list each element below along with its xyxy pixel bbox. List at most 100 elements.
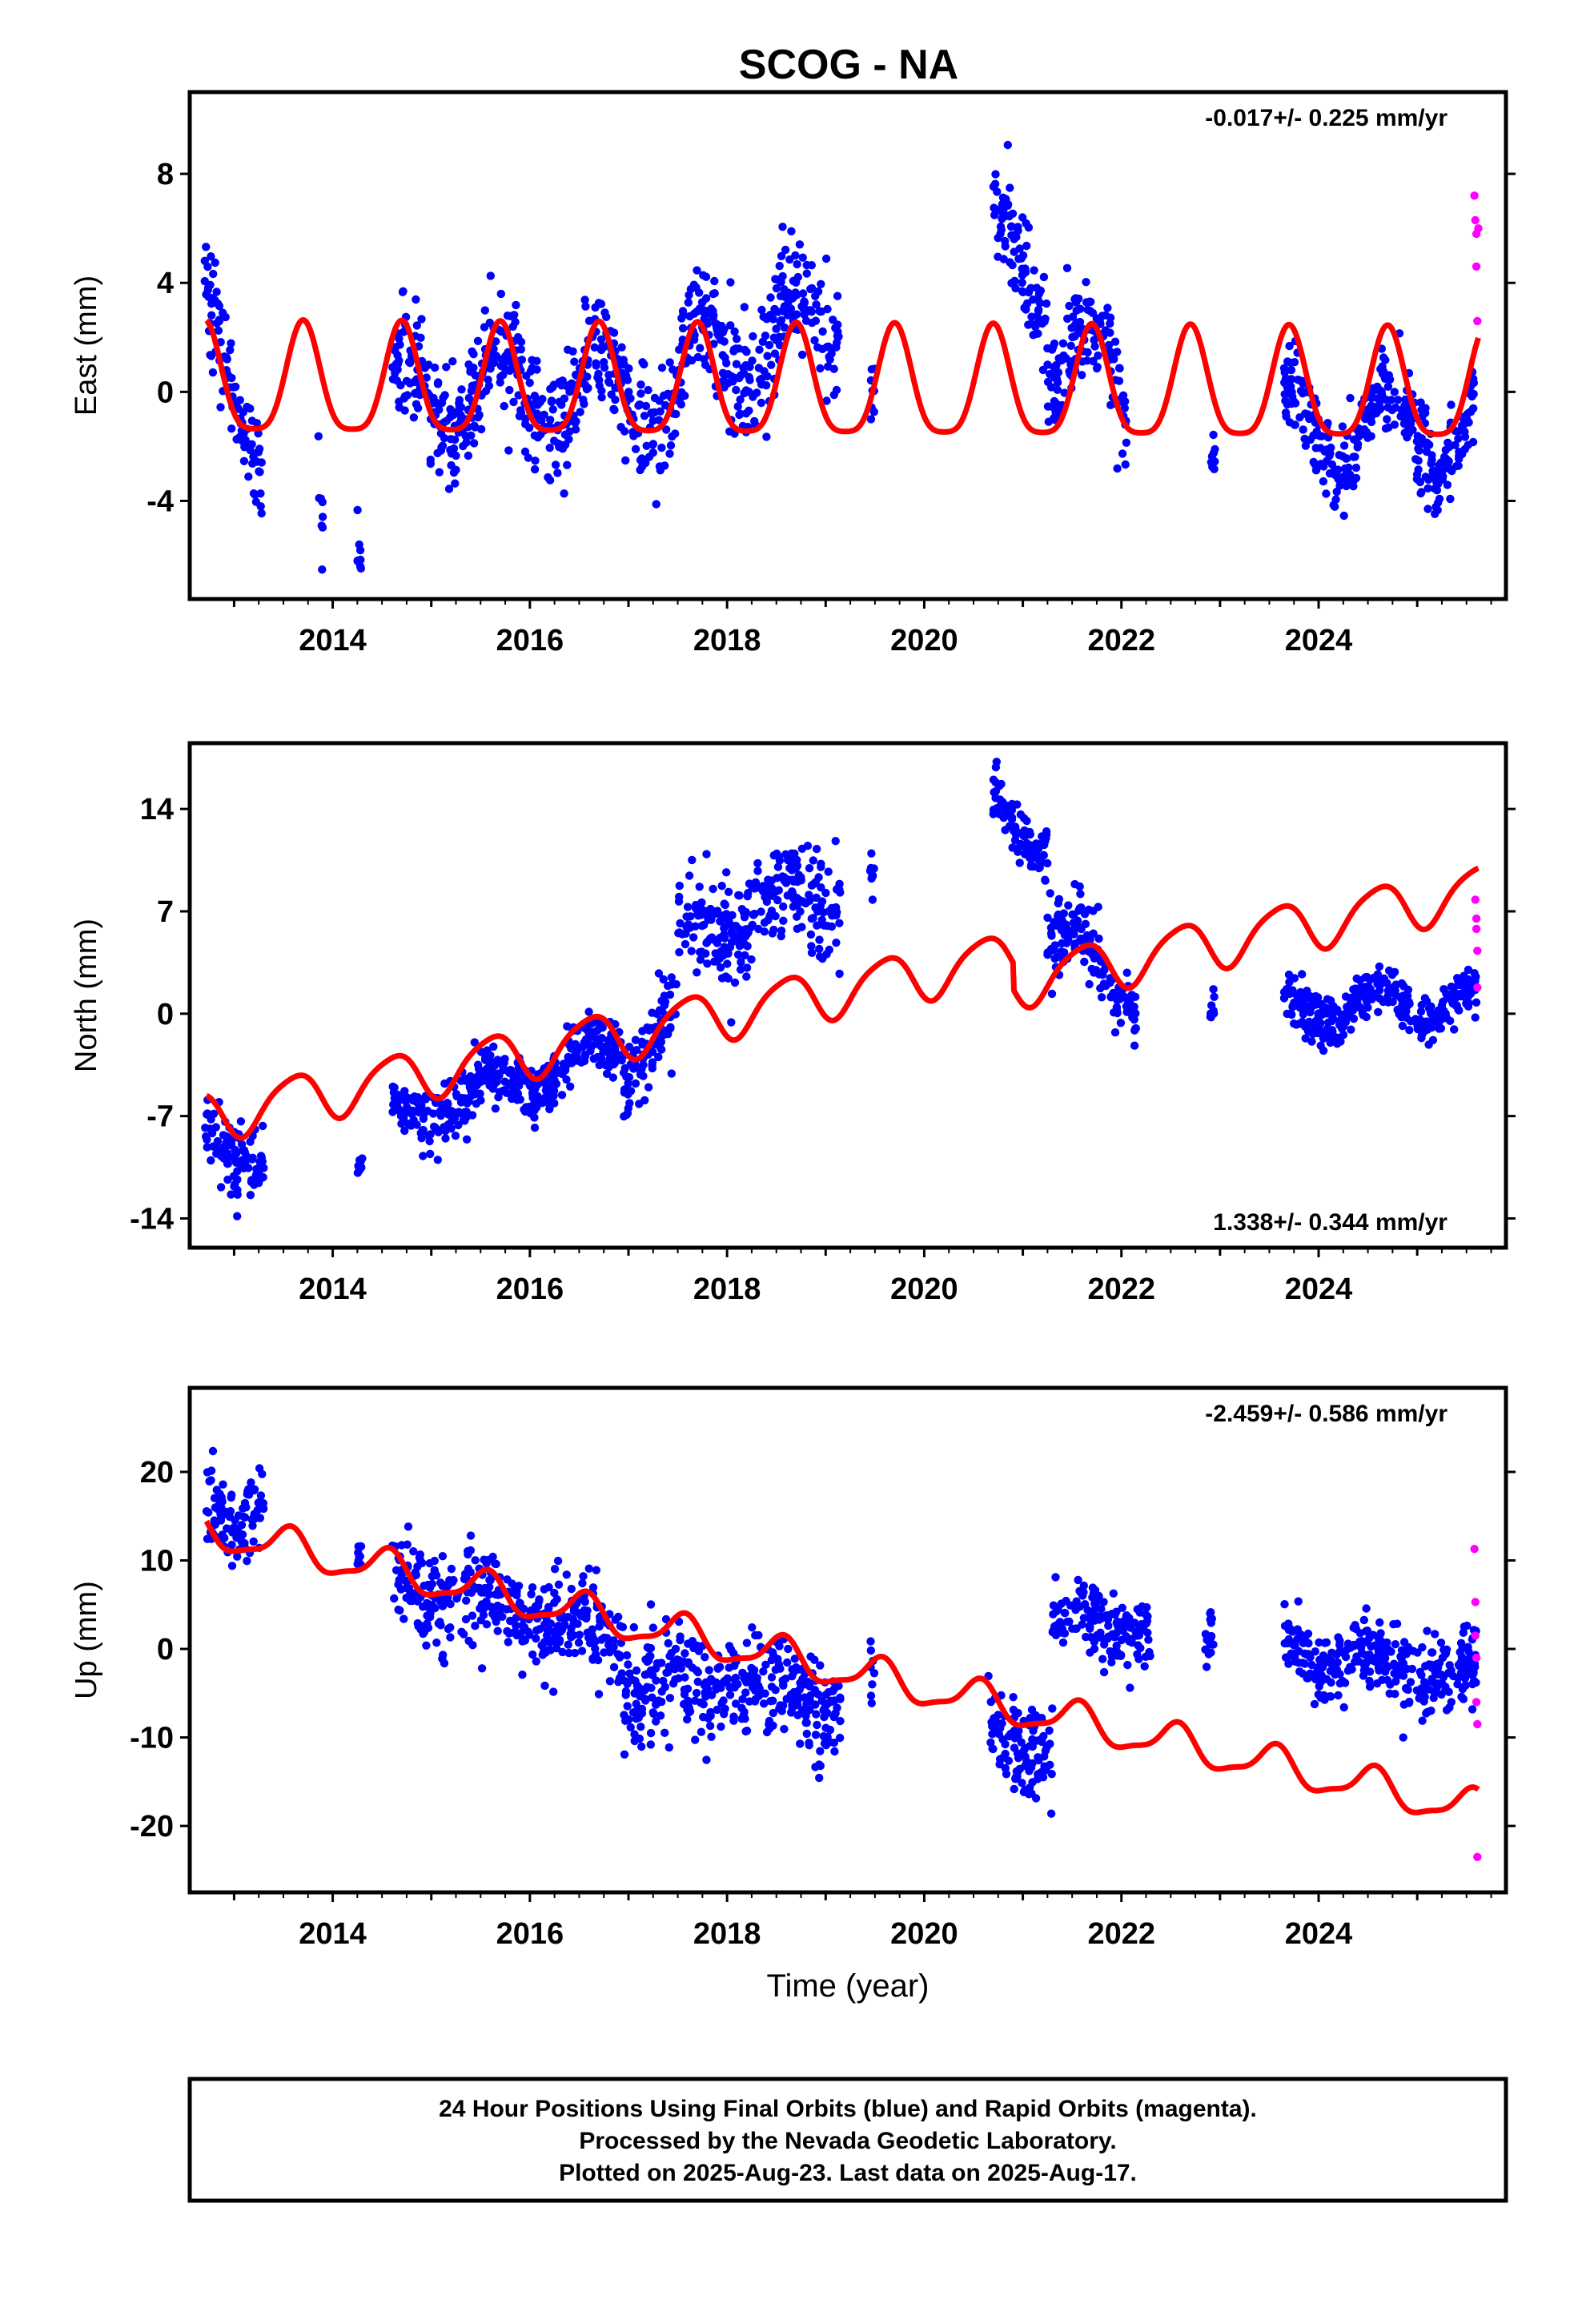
up-rapid-point (1471, 1598, 1480, 1606)
up-final-point (779, 1680, 788, 1689)
east-final-point (637, 462, 647, 471)
up-final-point (1103, 1615, 1113, 1624)
east-final-point (689, 280, 698, 289)
up-final-point (356, 1542, 366, 1551)
up-final-point (1419, 1695, 1427, 1704)
east-final-point (757, 398, 766, 408)
north-final-point (805, 864, 814, 873)
north-final-point (1080, 910, 1090, 919)
north-final-point (639, 1072, 648, 1080)
north-final-point (829, 911, 837, 919)
north-final-point (728, 911, 737, 920)
up-final-point (1307, 1660, 1316, 1670)
up-final-point (802, 1729, 811, 1739)
east-final-point (1310, 459, 1319, 468)
east-y-axis-label: East (mm) (70, 275, 103, 416)
east-final-point (532, 356, 541, 365)
north-final-point (1405, 1026, 1414, 1035)
up-final-point (482, 1559, 491, 1568)
east-final-point (353, 505, 362, 515)
east-final-point (1285, 341, 1294, 351)
east-final-point (1309, 431, 1318, 440)
up-final-point (1140, 1662, 1149, 1671)
up-final-point (1363, 1638, 1371, 1647)
up-final-point (727, 1683, 737, 1691)
north-final-point (721, 922, 730, 931)
north-final-point (1390, 967, 1399, 977)
up-final-point (1034, 1771, 1042, 1779)
east-final-point (467, 431, 476, 440)
east-final-point (817, 279, 825, 288)
north-final-point (219, 1131, 228, 1140)
east-final-point (555, 443, 564, 452)
north-final-point (1024, 850, 1033, 860)
up-final-point (796, 1739, 805, 1748)
up-final-point (591, 1637, 600, 1646)
north-final-point (832, 939, 841, 947)
north-final-point (451, 1132, 460, 1140)
north-final-point (541, 1086, 551, 1096)
east-final-point (726, 278, 735, 287)
up-final-point (788, 1694, 797, 1703)
east-x-tick-label: 2016 (496, 624, 564, 657)
up-final-point (988, 1730, 997, 1739)
up-final-point (558, 1623, 567, 1632)
up-final-point (411, 1568, 420, 1577)
east-final-point (620, 427, 629, 436)
up-final-point (1402, 1650, 1411, 1659)
up-final-point (707, 1732, 716, 1741)
east-final-point (781, 245, 790, 255)
up-final-point (446, 1633, 455, 1642)
east-final-point (832, 385, 841, 395)
east-final-point (1460, 432, 1470, 441)
up-final-point (774, 1660, 784, 1669)
up-x-tick-label: 2018 (693, 1917, 761, 1951)
east-final-point (1342, 454, 1351, 463)
east-final-point (1393, 396, 1403, 404)
north-final-point (580, 1056, 589, 1066)
up-final-point (1094, 1591, 1103, 1601)
up-final-point (249, 1537, 258, 1546)
up-final-point (1445, 1661, 1454, 1670)
east-final-point (1296, 386, 1306, 396)
east-final-point (206, 351, 215, 360)
north-final-point (832, 903, 841, 912)
north-final-point (720, 899, 729, 908)
north-final-point (1348, 1003, 1357, 1011)
up-final-point (1299, 1638, 1308, 1647)
up-final-point (674, 1674, 683, 1683)
up-final-point (1372, 1679, 1382, 1688)
up-model-fit-line (203, 1519, 1480, 1815)
east-final-point (1007, 279, 1016, 287)
up-final-point (1042, 1743, 1051, 1752)
east-final-point (215, 301, 224, 311)
east-final-point (991, 170, 1000, 179)
east-final-point (1424, 475, 1433, 485)
north-final-point (795, 895, 804, 905)
up-final-point (766, 1697, 775, 1706)
east-final-point (1067, 324, 1076, 332)
up-final-point (475, 1583, 484, 1593)
up-final-point (609, 1663, 619, 1671)
east-final-point (1332, 487, 1341, 497)
up-final-point (740, 1707, 749, 1716)
east-final-point (1014, 223, 1022, 231)
north-final-point (1466, 989, 1476, 998)
east-final-point (318, 513, 327, 521)
east-final-point (512, 300, 520, 310)
north-final-point (791, 863, 801, 873)
up-final-point (1060, 1629, 1070, 1638)
up-final-point (1135, 1608, 1145, 1617)
east-final-point (1092, 364, 1102, 373)
up-final-point (731, 1673, 741, 1683)
north-final-point (724, 887, 733, 897)
up-final-point (1280, 1600, 1289, 1609)
east-final-point (742, 348, 751, 356)
up-final-point (1014, 1732, 1022, 1741)
north-final-point (822, 950, 831, 959)
north-final-point (1285, 989, 1295, 999)
up-final-point (1001, 1739, 1010, 1749)
up-final-point (805, 1739, 813, 1747)
east-final-point (464, 451, 473, 460)
east-final-point (318, 565, 327, 574)
